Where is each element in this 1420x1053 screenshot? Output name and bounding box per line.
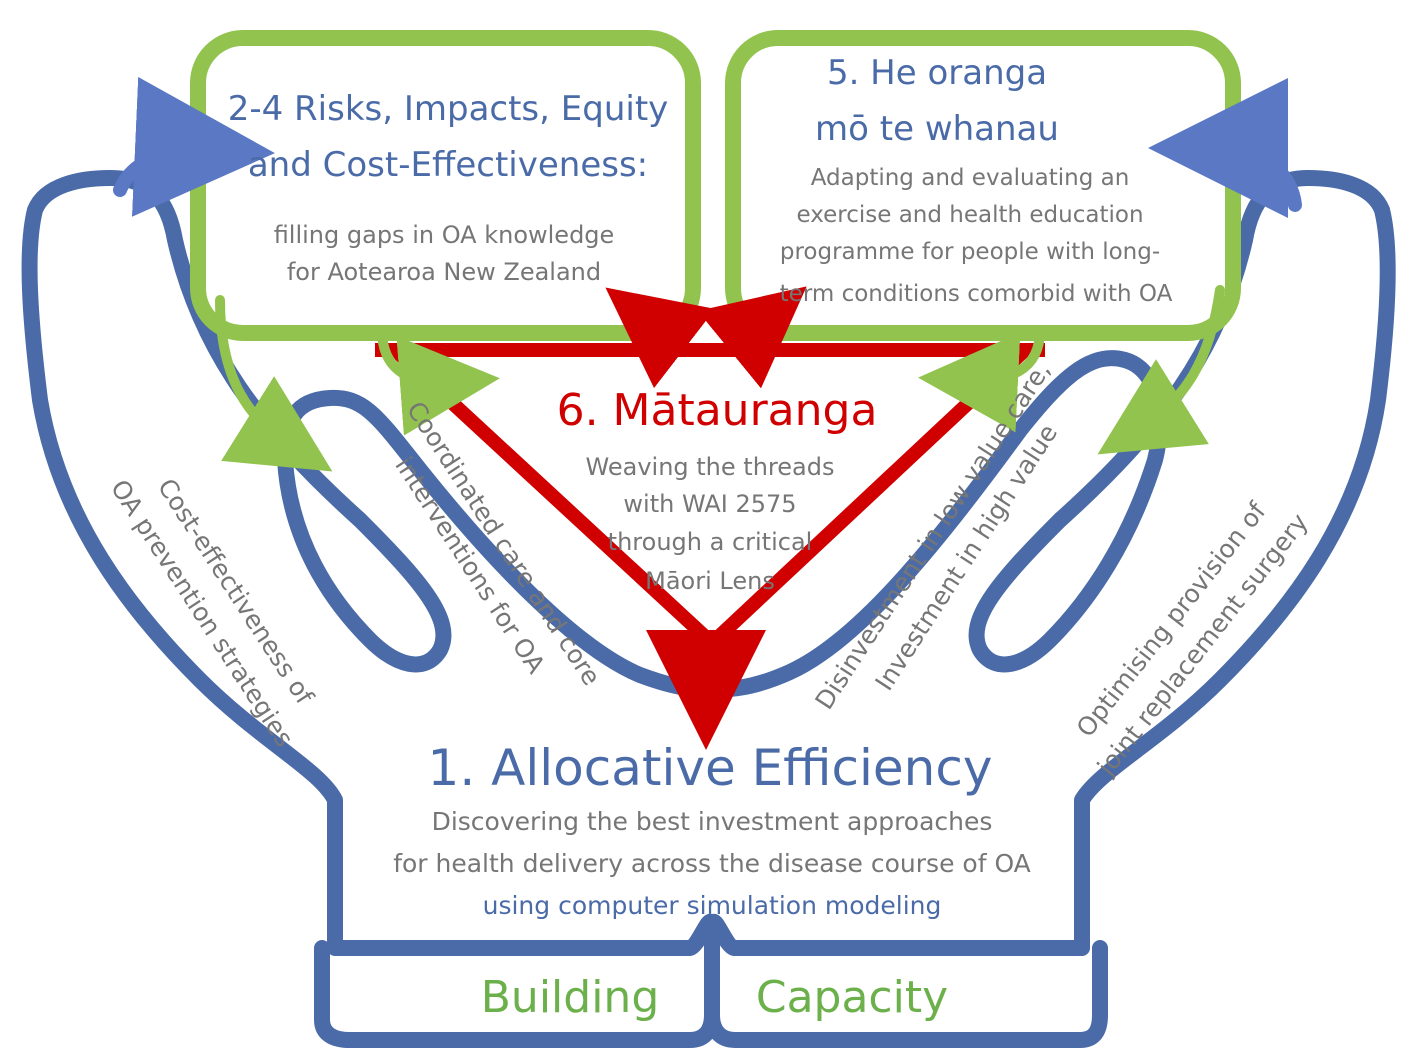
triangle-desc-line-1: Weaving the threads [586,453,835,481]
palm-text: 1. Allocative Efficiency Discovering the… [393,739,1031,920]
box-right-title-line-2: mō te whanau [815,109,1059,149]
palm-method-line: using computer simulation modeling [483,891,942,920]
finger-right-outer-label: Optimising provision of joint replacemen… [1071,496,1314,782]
right-hand-outline [704,170,1396,956]
box-left-frame [190,30,701,341]
green-arrow-right-inner [918,325,1045,433]
wrist-label-capacity: Capacity [756,972,948,1023]
palm-desc-line-2: for health delivery across the disease c… [393,849,1031,878]
wrist-outline [314,927,1108,1048]
blue-arrow-left [113,76,275,217]
triangle-title: 6. Mātauranga [557,385,878,436]
triangle-desc-line-4: Māori Lens [645,567,775,595]
green-boxes [190,30,1241,341]
triangle-arrow-up-right [697,286,807,389]
green-arrows [215,285,1225,472]
box-left-title-line-2: and Cost-Effectiveness: [248,145,648,185]
box-right-desc-line-2: exercise and health education [796,202,1143,228]
triangle-text: 6. Mātauranga Weaving the threads with W… [557,385,878,595]
box-right-title-line-1: 5. He oranga [827,53,1047,93]
box-left-desc-line-1: filling gaps in OA knowledge [274,221,615,249]
wrist-label-building: Building [481,972,660,1023]
finger-left-inner-line-1: Coordinated care and core [401,396,606,690]
box-right-desc-line-1: Adapting and evaluating an [811,165,1130,191]
palm-desc-line-1: Discovering the best investment approach… [432,807,993,836]
box-left-text: 2-4 Risks, Impacts, Equity and Cost-Effe… [228,89,669,286]
box-right-desc-line-4: term conditions comorbid with OA [780,281,1173,307]
blue-arrows [113,76,1302,219]
triangle-arrow-up-left [605,287,716,389]
triangle-desc-line-3: through a critical [608,528,813,556]
triangle-desc-line-2: with WAI 2575 [623,490,796,518]
box-right-text: 5. He oranga mō te whanau Adapting and e… [780,53,1173,307]
blue-arrow-right [1148,78,1302,219]
wrist-text: Building Capacity [481,972,948,1023]
green-arrow-left-outer [215,295,333,472]
green-arrow-left-inner [377,325,500,436]
box-right-desc-line-3: programme for people with long- [780,239,1160,265]
box-left-title-line-1: 2-4 Risks, Impacts, Equity [228,89,669,129]
box-left-desc-line-2: for Aotearoa New Zealand [287,258,601,286]
green-arrow-right-outer [1097,285,1225,455]
palm-title: 1. Allocative Efficiency [428,739,993,797]
